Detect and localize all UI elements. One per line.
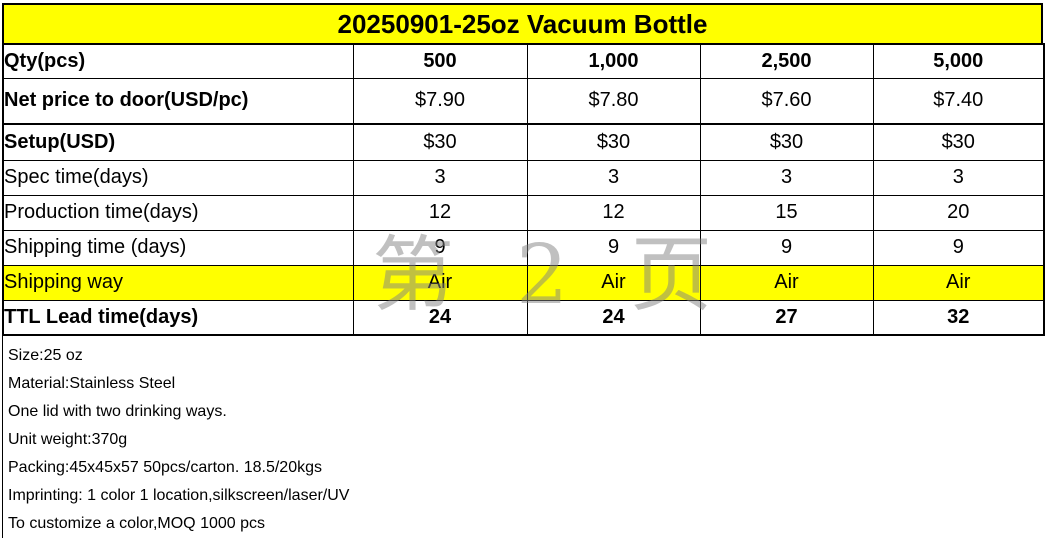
table-cell: $7.40 <box>872 77 1045 125</box>
table-cell: Air <box>526 264 701 301</box>
table-cell: 27 <box>699 299 874 336</box>
table-cell: $30 <box>699 123 874 161</box>
table-cell: 9 <box>872 229 1045 266</box>
note-material: Material:Stainless Steel <box>8 375 176 392</box>
table-cell: 20 <box>872 194 1045 231</box>
row-label: Spec time(days) <box>2 159 354 196</box>
row-label: Net price to door(USD/pc) <box>2 77 354 125</box>
product-notes: Size:25 oz Material:Stainless Steel One … <box>2 336 1045 538</box>
table-cell: 32 <box>872 299 1045 336</box>
table-row-production-time: Production time(days) 12 12 15 20 <box>2 194 1045 231</box>
table-row-shipping-time: Shipping time (days) 9 9 9 9 <box>2 229 1045 266</box>
table-row-setup: Setup(USD) $30 $30 $30 $30 <box>2 123 1045 161</box>
note-size: Size:25 oz <box>8 347 83 364</box>
row-label: TTL Lead time(days) <box>2 299 354 336</box>
table-cell: Air <box>872 264 1045 301</box>
table-cell: 500 <box>352 43 528 79</box>
table-cell: 5,000 <box>872 43 1045 79</box>
table-cell: $7.80 <box>526 77 701 125</box>
table-row-qty: Qty(pcs) 500 1,000 2,500 5,000 <box>2 43 1045 79</box>
table-cell: $30 <box>526 123 701 161</box>
note-imprinting: Imprinting: 1 color 1 location,silkscree… <box>8 487 350 504</box>
table-cell: Air <box>699 264 874 301</box>
row-label: Production time(days) <box>2 194 354 231</box>
table-cell: 9 <box>352 229 528 266</box>
table-cell: 9 <box>526 229 701 266</box>
table-cell: 3 <box>526 159 701 196</box>
table-cell: 3 <box>872 159 1045 196</box>
table-cell: 12 <box>526 194 701 231</box>
table-cell: Air <box>352 264 528 301</box>
price-table: Qty(pcs) 500 1,000 2,500 5,000 Net price… <box>2 43 1045 336</box>
table-cell: $30 <box>352 123 528 161</box>
row-label: Qty(pcs) <box>2 43 354 79</box>
note-unit-weight: Unit weight:370g <box>8 431 128 448</box>
row-label: Shipping time (days) <box>2 229 354 266</box>
table-cell: 24 <box>526 299 701 336</box>
table-cell: 12 <box>352 194 528 231</box>
table-cell: 9 <box>699 229 874 266</box>
table-row-ttl-lead-time: TTL Lead time(days) 24 24 27 32 <box>2 299 1045 336</box>
table-cell: $7.90 <box>352 77 528 125</box>
note-packing: Packing:45x45x57 50pcs/carton. 18.5/20kg… <box>8 459 322 476</box>
table-cell: 3 <box>352 159 528 196</box>
table-cell: 3 <box>699 159 874 196</box>
table-row-spec-time: Spec time(days) 3 3 3 3 <box>2 159 1045 196</box>
table-row-shipping-way: Shipping way Air Air Air Air <box>2 264 1045 301</box>
table-cell: 24 <box>352 299 528 336</box>
row-label: Setup(USD) <box>2 123 354 161</box>
table-row-net-price: Net price to door(USD/pc) $7.90 $7.80 $7… <box>2 77 1045 125</box>
page-title: 20250901-25oz Vacuum Bottle <box>2 3 1043 43</box>
table-cell: 15 <box>699 194 874 231</box>
table-cell: $7.60 <box>699 77 874 125</box>
table-cell: 2,500 <box>699 43 874 79</box>
note-customize: To customize a color,MOQ 1000 pcs <box>8 515 265 532</box>
table-cell: 1,000 <box>526 43 701 79</box>
table-cell: $30 <box>872 123 1045 161</box>
row-label: Shipping way <box>2 264 354 301</box>
note-lid: One lid with two drinking ways. <box>8 403 227 420</box>
